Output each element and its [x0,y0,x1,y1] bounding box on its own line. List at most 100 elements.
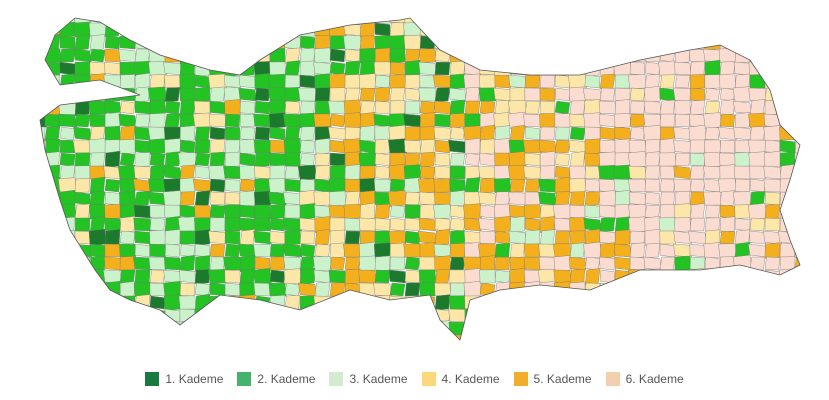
district-region[interactable] [104,243,121,258]
district-region[interactable] [704,308,721,323]
district-region[interactable] [57,113,78,128]
district-region[interactable] [734,152,751,167]
district-region[interactable] [374,35,391,50]
district-region[interactable] [179,73,196,90]
district-region[interactable] [779,113,796,128]
district-region[interactable] [748,112,767,129]
district-region[interactable] [208,269,227,284]
district-region[interactable] [792,74,812,89]
district-region[interactable] [74,203,91,220]
district-region[interactable] [612,61,633,76]
district-region[interactable] [389,61,406,76]
district-region[interactable] [73,126,92,141]
district-region[interactable] [659,178,676,193]
district-region[interactable] [312,255,333,272]
district-region[interactable] [224,10,241,24]
district-region[interactable] [269,48,286,63]
district-region[interactable] [284,321,301,336]
district-region[interactable] [614,22,631,37]
district-region[interactable] [764,191,781,206]
district-region[interactable] [402,113,423,128]
district-region[interactable] [224,74,241,89]
district-region[interactable] [44,334,61,348]
district-region[interactable] [524,152,541,167]
district-region[interactable] [269,269,286,284]
district-region[interactable] [224,35,241,50]
district-region[interactable] [344,164,361,181]
district-region[interactable] [674,47,691,64]
district-region[interactable] [89,282,106,297]
district-region[interactable] [313,113,332,128]
district-region[interactable] [494,256,511,271]
district-region[interactable] [179,255,196,272]
district-region[interactable] [689,243,706,258]
district-region[interactable] [599,22,616,37]
district-region[interactable] [44,204,61,219]
legend-item-3[interactable]: 3. Kademe [329,372,408,386]
district-region[interactable] [794,138,810,155]
district-region[interactable] [238,10,257,24]
district-region[interactable] [224,333,241,350]
district-region[interactable] [30,295,46,310]
district-region[interactable] [479,9,496,25]
district-region[interactable] [733,295,752,310]
district-region[interactable] [313,321,332,336]
district-region[interactable] [253,190,272,207]
district-region[interactable] [179,204,196,219]
district-region[interactable] [194,60,211,77]
district-region[interactable] [703,48,722,63]
district-region[interactable] [449,217,466,232]
district-region[interactable] [194,87,211,102]
district-region[interactable] [224,139,241,154]
district-region[interactable] [389,217,406,232]
district-region[interactable] [30,332,46,350]
district-region[interactable] [614,138,631,155]
district-region[interactable] [464,152,481,167]
district-region[interactable] [674,34,691,51]
district-region[interactable] [329,61,346,76]
district-region[interactable] [539,334,556,348]
district-region[interactable] [313,191,332,206]
district-region[interactable] [329,139,346,154]
district-region[interactable] [209,217,226,232]
district-region[interactable] [162,190,183,207]
district-region[interactable] [749,126,766,141]
district-region[interactable] [614,98,631,117]
district-region[interactable] [404,308,421,323]
district-region[interactable] [794,87,810,102]
district-region[interactable] [254,100,271,115]
district-region[interactable] [524,178,541,193]
district-region[interactable] [312,333,333,349]
district-region[interactable] [719,61,736,76]
district-region[interactable] [508,164,527,181]
district-region[interactable] [479,177,496,194]
district-region[interactable] [749,282,766,297]
district-region[interactable] [523,281,542,298]
district-region[interactable] [629,295,646,310]
district-region[interactable] [343,9,362,25]
district-region[interactable] [494,243,511,258]
district-region[interactable] [328,334,347,348]
district-region[interactable] [584,256,601,271]
district-region[interactable] [194,35,211,50]
district-region[interactable] [328,204,347,219]
district-region[interactable] [478,191,497,206]
district-region[interactable] [449,269,466,284]
district-region[interactable] [704,74,721,89]
district-region[interactable] [779,281,796,298]
district-region[interactable] [179,87,196,102]
district-region[interactable] [509,216,526,233]
district-region[interactable] [164,9,181,25]
district-region[interactable] [239,178,256,193]
district-region[interactable] [628,35,647,50]
district-region[interactable] [179,191,196,206]
district-region[interactable] [283,268,302,285]
district-region[interactable] [464,21,481,38]
district-region[interactable] [674,10,691,24]
district-region[interactable] [749,74,766,89]
district-region[interactable] [434,61,451,76]
district-region[interactable] [538,178,557,193]
district-region[interactable] [794,165,810,180]
district-region[interactable] [794,308,810,323]
district-region[interactable] [449,113,466,128]
